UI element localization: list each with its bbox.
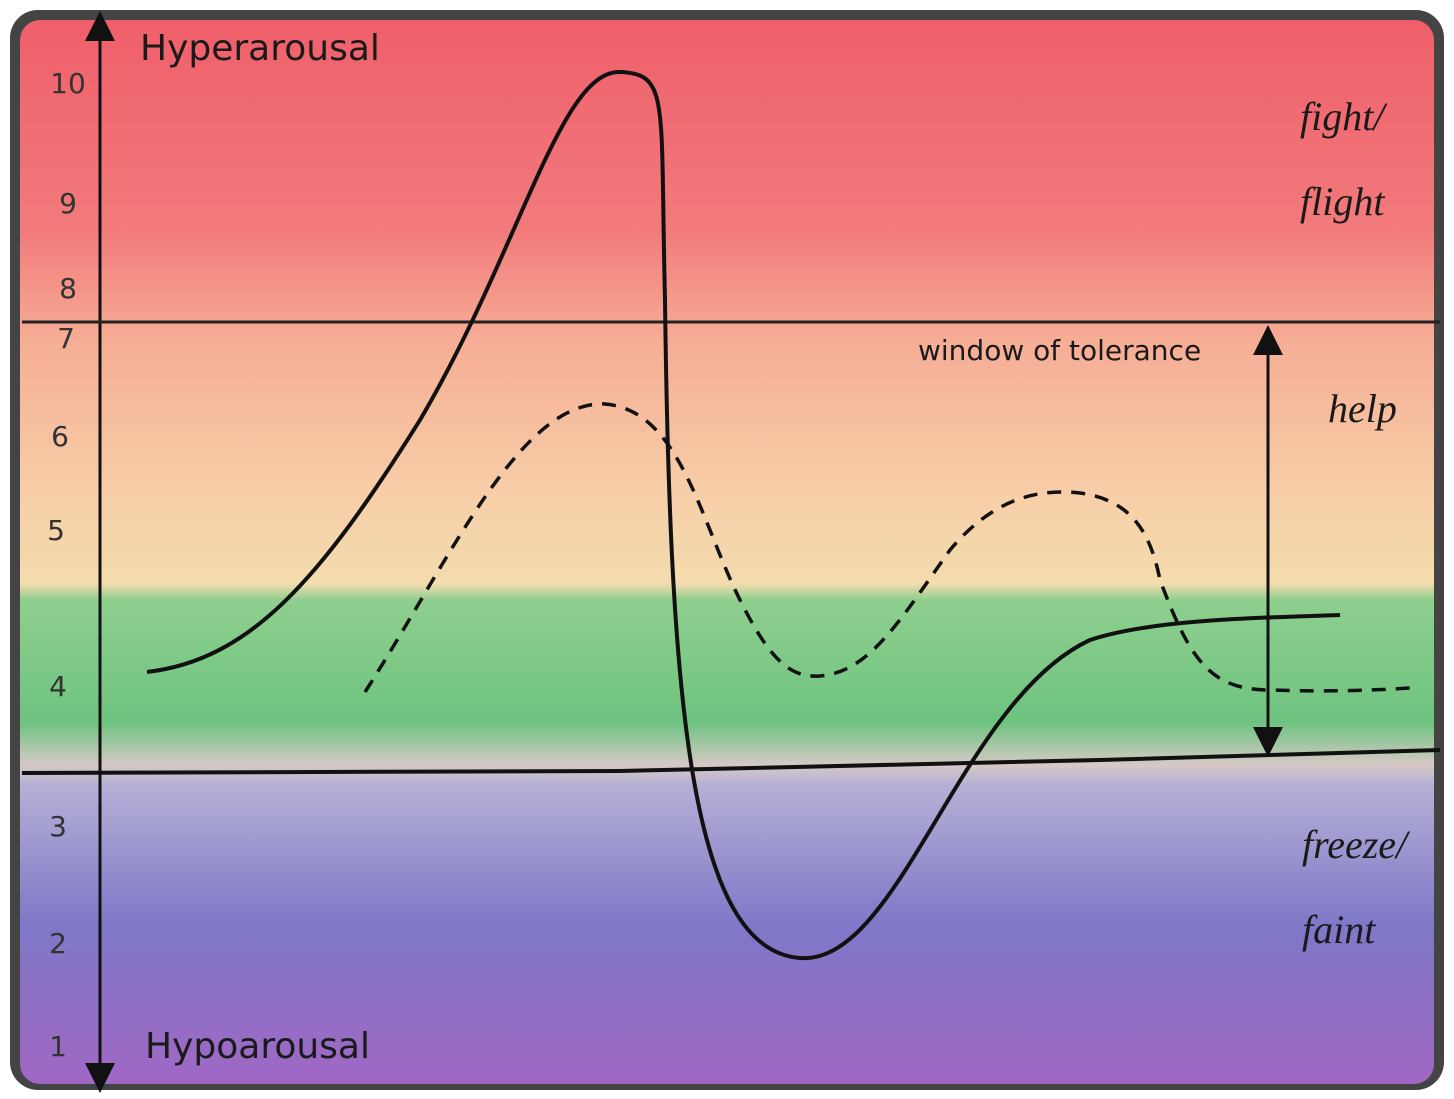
tick-label: 9 (59, 187, 77, 220)
hypoarousal-label: Hypoarousal (145, 1026, 370, 1067)
tick-label: 1 (49, 1030, 67, 1063)
tick-label: 10 (50, 67, 86, 100)
window-label: window of tolerance (918, 334, 1201, 367)
background (20, 20, 1434, 1084)
tick-label: 2 (49, 927, 67, 960)
tick-label: 7 (57, 322, 75, 355)
zone-label: help (1328, 386, 1397, 431)
zone-label: fight/ (1300, 94, 1388, 139)
zone-label: flight (1300, 179, 1385, 224)
zone-label: freeze/ (1302, 822, 1411, 867)
diagram: Hyperarousal Hypoarousal 10 9 8 7 6 5 4 3 2 1 win… (0, 0, 1454, 1099)
tick-label: 3 (49, 810, 67, 843)
tick-label: 6 (51, 420, 69, 453)
zone-label: faint (1302, 907, 1376, 952)
tick-label: 4 (49, 670, 67, 703)
tick-label: 8 (59, 272, 77, 305)
hyperarousal-label: Hyperarousal (140, 28, 380, 69)
tick-label: 5 (47, 514, 65, 547)
